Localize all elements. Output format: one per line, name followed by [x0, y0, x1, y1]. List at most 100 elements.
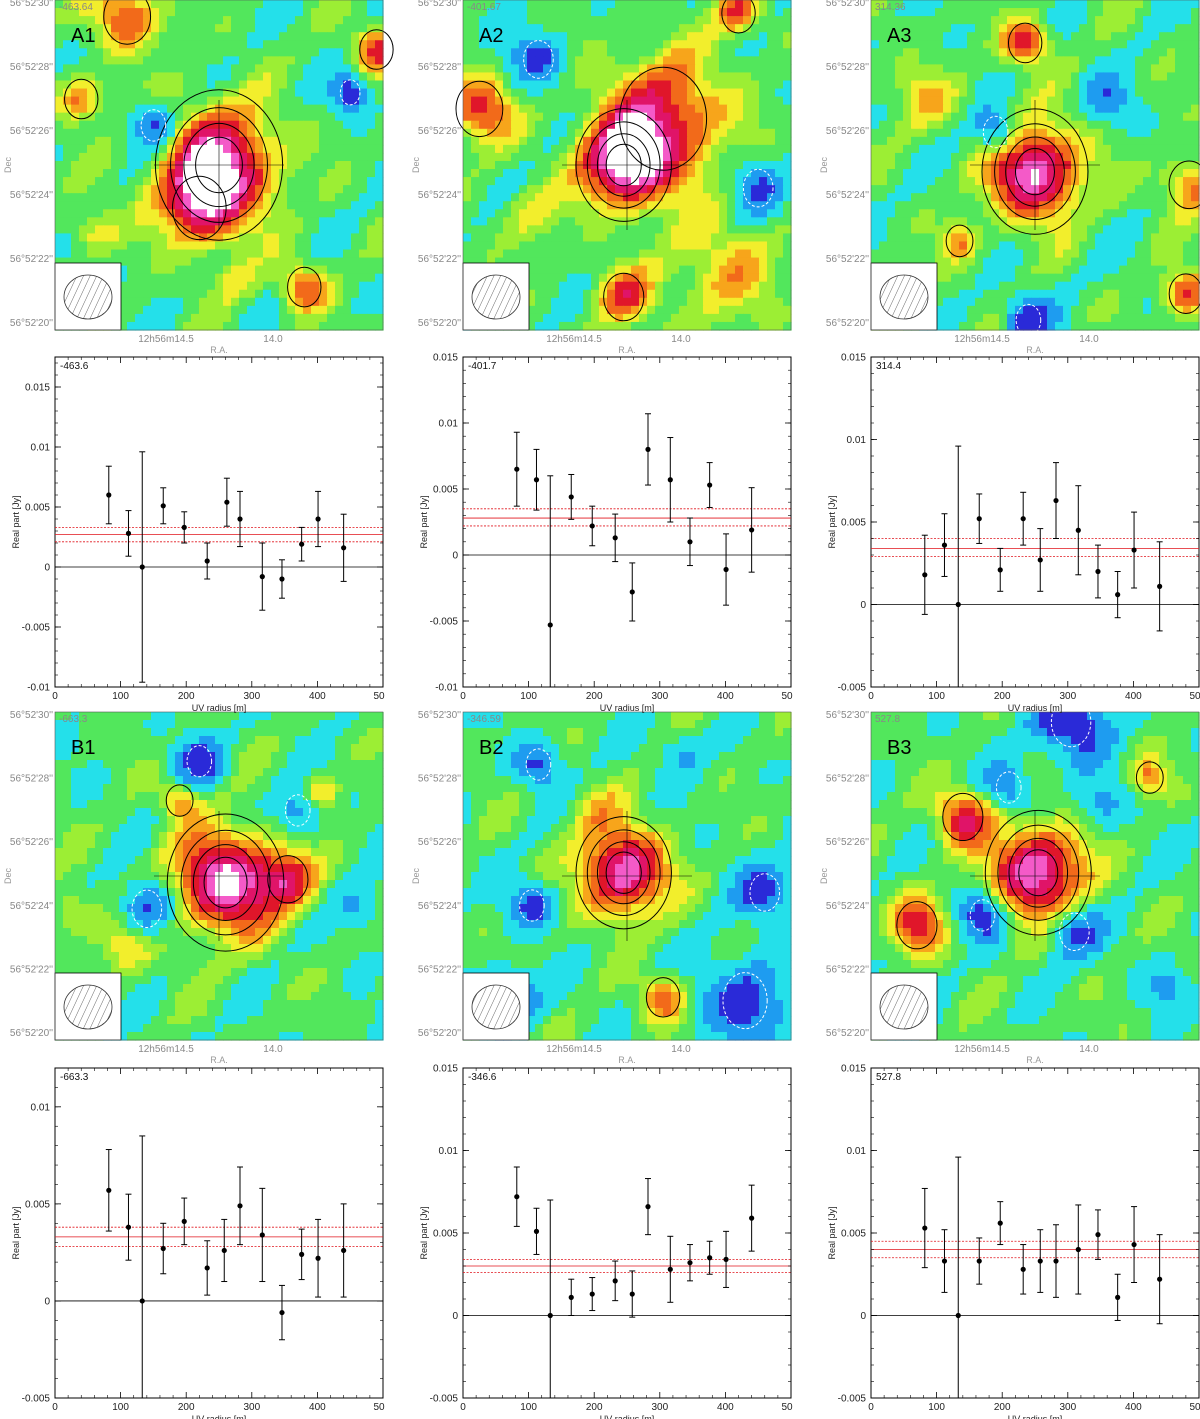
map-pixel: [1119, 265, 1128, 275]
map-pixel: [575, 32, 584, 41]
map-pixel: [1175, 40, 1184, 49]
map-pixel: [655, 120, 664, 130]
map-pixel: [663, 56, 672, 65]
map-pixel: [375, 0, 384, 9]
map-pixel: [231, 209, 240, 218]
map-pixel: [567, 289, 576, 299]
map-pixel: [567, 80, 576, 90]
map-pixel: [607, 152, 616, 162]
map-pixel: [767, 313, 776, 323]
map-pixel: [1047, 177, 1056, 186]
map-pixel: [1055, 273, 1064, 283]
map-pixel: [519, 40, 528, 49]
map-pixel: [695, 193, 704, 202]
map-pixel: [319, 193, 328, 202]
map-pixel: [759, 249, 768, 259]
map-pixel: [135, 201, 144, 210]
map-pixel: [71, 32, 80, 41]
map-pixel: [1151, 88, 1160, 98]
map-pixel: [679, 104, 688, 114]
map-pixel: [223, 177, 232, 186]
map-pixel: [207, 152, 216, 162]
map-pixel: [1015, 265, 1024, 275]
map-pixel: [535, 120, 544, 130]
map-pixel: [351, 313, 360, 323]
map-pixel: [703, 136, 712, 146]
map-pixel: [1119, 169, 1128, 178]
map-pixel: [247, 201, 256, 210]
map-pixel: [151, 136, 160, 146]
map-pixel: [935, 80, 944, 90]
map-pixel: [1119, 96, 1128, 106]
map-pixel: [559, 193, 568, 202]
map-pixel: [943, 88, 952, 98]
map-pixel: [991, 8, 1000, 17]
map-pixel: [303, 305, 312, 315]
map-pixel: [767, 112, 776, 122]
map-pixel: [311, 96, 320, 106]
map-pixel: [319, 136, 328, 146]
map-pixel: [671, 144, 680, 154]
map-pixel: [639, 185, 648, 194]
map-pixel: [71, 257, 80, 267]
map-pixel: [623, 265, 632, 275]
map-pixel: [919, 257, 928, 267]
map-pixel: [359, 96, 368, 106]
map-pixel: [743, 265, 752, 275]
map-pixel: [615, 40, 624, 49]
map-pixel: [79, 24, 88, 33]
map-pixel: [911, 24, 920, 33]
map-pixel: [687, 217, 696, 226]
map-pixel: [63, 32, 72, 41]
map-pixel: [479, 88, 488, 98]
map-pixel: [663, 249, 672, 259]
map-pixel: [343, 32, 352, 41]
map-pixel: [223, 128, 232, 138]
map-pixel: [375, 104, 384, 114]
map-pixel: [951, 128, 960, 138]
map-pixel: [87, 193, 96, 202]
map-pixel: [119, 313, 128, 323]
map-pixel: [119, 16, 128, 25]
map-pixel: [783, 56, 792, 65]
map-pixel: [287, 104, 296, 114]
map-pixel: [783, 249, 792, 259]
map-pixel: [687, 201, 696, 210]
map-pixel: [615, 281, 624, 291]
map-pixel: [759, 209, 768, 218]
map-pixel: [567, 16, 576, 25]
map-pixel: [343, 16, 352, 25]
map-pixel: [687, 48, 696, 57]
map-pixel: [943, 136, 952, 146]
map-pixel: [1071, 24, 1080, 33]
map-pixel: [215, 305, 224, 315]
map-pixel: [743, 289, 752, 299]
map-pixel: [311, 136, 320, 146]
map-pixel: [775, 152, 784, 162]
map-pixel: [191, 64, 200, 74]
map-pixel: [199, 193, 208, 202]
map-pixel: [879, 136, 888, 146]
map-pixel: [519, 104, 528, 114]
map-pixel: [1047, 128, 1056, 138]
map-pixel: [511, 249, 520, 259]
map-pixel: [919, 177, 928, 186]
map-pixel: [543, 24, 552, 33]
map-pixel: [887, 233, 896, 243]
map-pixel: [1087, 281, 1096, 291]
map-pixel: [159, 249, 168, 259]
map-pixel: [287, 265, 296, 275]
map-pixel: [1135, 289, 1144, 299]
map-pixel: [687, 177, 696, 186]
map-pixel: [647, 313, 656, 323]
map-pixel: [271, 160, 280, 170]
map-pixel: [535, 321, 544, 331]
map-pixel: [983, 112, 992, 122]
map-pixel: [599, 136, 608, 146]
map-pixel: [303, 16, 312, 25]
map-pixel: [71, 8, 80, 17]
map-pixel: [63, 241, 72, 251]
map-pixel: [255, 88, 264, 98]
map-pixel: [1055, 32, 1064, 41]
map-pixel: [967, 80, 976, 90]
